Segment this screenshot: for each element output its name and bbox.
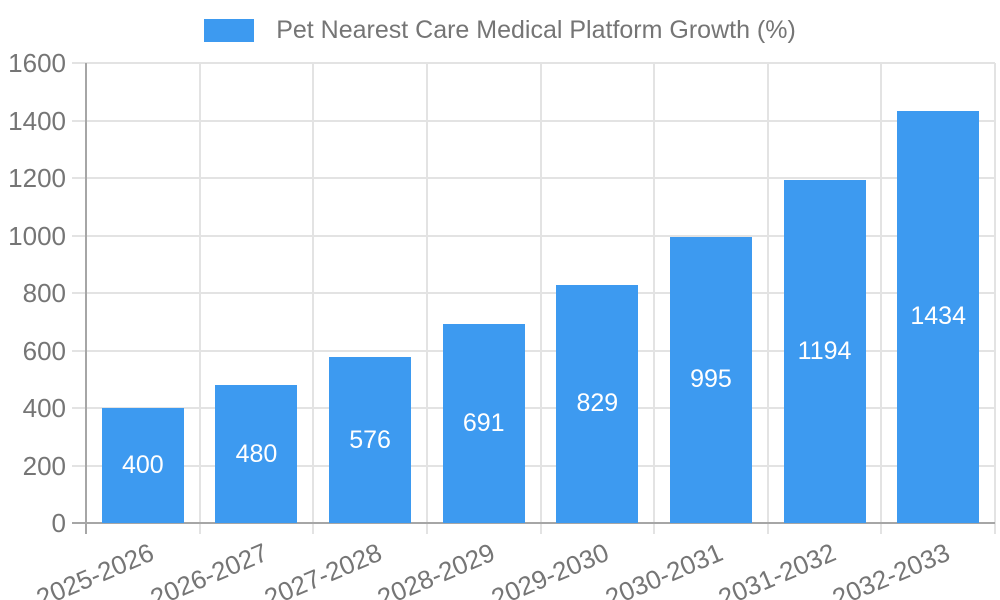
y-gridline (72, 119, 995, 122)
x-gridline (539, 63, 542, 534)
bar-value-label: 576 (349, 425, 391, 454)
bar-value-label: 995 (690, 365, 732, 394)
x-gridline (766, 63, 769, 534)
x-tick-label: 2026-2027 (145, 537, 273, 600)
y-gridline (72, 292, 995, 294)
x-gridline (312, 63, 315, 534)
bar: 829 (556, 284, 639, 523)
bar-value-label: 1194 (797, 336, 852, 365)
bar: 1434 (897, 110, 980, 523)
bar-value-label: 1434 (910, 302, 966, 331)
y-gridline (72, 62, 995, 64)
legend-label: Pet Nearest Care Medical Platform Growth… (276, 16, 796, 44)
bar-value-label: 400 (121, 451, 164, 479)
y-axis-line (85, 63, 87, 534)
x-tick-label: 2028-2029 (373, 537, 500, 600)
y-tick-label: 800 (22, 278, 66, 308)
x-gridline (198, 63, 201, 534)
chart-legend[interactable]: Pet Nearest Care Medical Platform Growth… (0, 16, 1000, 45)
bar-value-label: 691 (462, 409, 505, 438)
y-gridline (72, 177, 995, 179)
x-tick-label: 2032-2033 (827, 537, 954, 600)
y-tick-label: 1200 (8, 163, 66, 193)
x-gridline (425, 63, 428, 534)
bar: 691 (442, 324, 525, 523)
x-gridline (880, 63, 883, 534)
bar-value-label: 829 (576, 389, 619, 418)
y-tick-label: 400 (22, 393, 66, 423)
x-axis-line (72, 522, 995, 524)
y-tick-label: 200 (22, 450, 66, 481)
bar: 400 (101, 408, 184, 523)
y-tick-label: 1400 (8, 105, 66, 136)
bar: 1194 (783, 179, 866, 523)
y-tick-label: 1600 (8, 48, 66, 78)
x-tick-label: 2031-2032 (714, 537, 841, 600)
y-gridline (72, 407, 995, 409)
legend-swatch (204, 19, 255, 42)
x-gridline (653, 63, 656, 534)
bar: 995 (669, 236, 752, 523)
y-gridline (72, 349, 995, 352)
x-tick-label: 2027-2028 (259, 537, 386, 600)
x-tick-label: 2030-2031 (600, 537, 727, 600)
x-tick-label: 2025-2026 (32, 537, 159, 600)
bar: 576 (329, 357, 412, 523)
x-tick-label: 2029-2030 (486, 537, 614, 600)
y-tick-label: 600 (22, 335, 66, 366)
y-gridline (72, 464, 995, 467)
bar-value-label: 480 (235, 439, 278, 468)
y-gridline (72, 234, 995, 237)
x-gridline (994, 63, 996, 534)
bar: 480 (215, 385, 298, 523)
y-tick-label: 1000 (8, 220, 66, 251)
y-tick-label: 0 (51, 508, 66, 538)
